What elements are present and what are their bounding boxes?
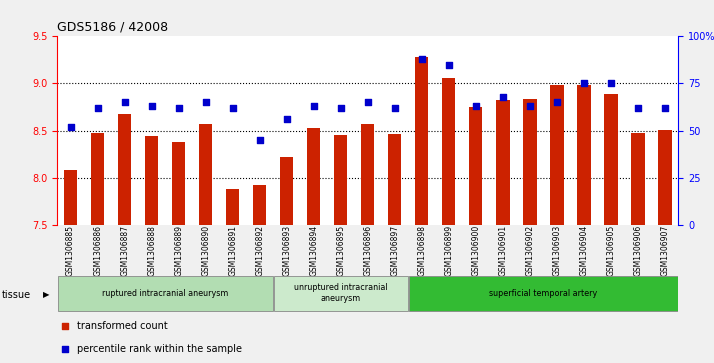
Text: GSM1306897: GSM1306897 xyxy=(391,225,399,276)
Bar xyxy=(469,107,483,225)
Point xyxy=(119,99,131,105)
Bar xyxy=(550,85,563,225)
Text: GSM1306892: GSM1306892 xyxy=(255,225,264,276)
Bar xyxy=(91,132,104,225)
Point xyxy=(524,103,536,109)
Text: GSM1306906: GSM1306906 xyxy=(633,225,643,276)
Bar xyxy=(172,142,186,225)
Bar xyxy=(442,78,456,225)
Text: GSM1306902: GSM1306902 xyxy=(526,225,534,276)
Point xyxy=(146,103,157,109)
Text: GSM1306891: GSM1306891 xyxy=(228,225,237,276)
Bar xyxy=(415,57,428,225)
Text: GSM1306901: GSM1306901 xyxy=(498,225,507,276)
Bar xyxy=(523,99,536,225)
Bar xyxy=(334,135,348,225)
Bar xyxy=(658,130,672,225)
Text: GSM1306890: GSM1306890 xyxy=(201,225,210,276)
Bar xyxy=(199,124,212,225)
Text: tissue: tissue xyxy=(1,290,31,300)
Bar xyxy=(361,124,374,225)
Text: GSM1306907: GSM1306907 xyxy=(660,225,669,276)
Point xyxy=(335,105,346,111)
Point xyxy=(362,99,373,105)
Bar xyxy=(145,136,159,225)
Point xyxy=(254,137,266,143)
Text: transformed count: transformed count xyxy=(77,321,168,331)
Point xyxy=(430,205,441,211)
Point xyxy=(497,94,508,99)
Bar xyxy=(64,170,77,225)
FancyBboxPatch shape xyxy=(58,276,273,311)
FancyBboxPatch shape xyxy=(408,276,678,311)
Bar xyxy=(631,132,645,225)
Point xyxy=(470,103,481,109)
Text: GDS5186 / 42008: GDS5186 / 42008 xyxy=(57,21,169,34)
Text: GSM1306895: GSM1306895 xyxy=(336,225,345,276)
Bar xyxy=(253,185,266,225)
Bar xyxy=(577,85,590,225)
Point xyxy=(389,105,401,111)
Bar xyxy=(226,189,239,225)
Text: GSM1306888: GSM1306888 xyxy=(147,225,156,276)
Point xyxy=(443,62,454,68)
Text: ruptured intracranial aneurysm: ruptured intracranial aneurysm xyxy=(102,289,228,298)
Point xyxy=(200,99,211,105)
Text: GSM1306893: GSM1306893 xyxy=(282,225,291,276)
Bar xyxy=(604,94,618,225)
Point xyxy=(605,81,616,86)
Point xyxy=(551,99,563,105)
Text: GSM1306898: GSM1306898 xyxy=(417,225,426,276)
Text: GSM1306905: GSM1306905 xyxy=(606,225,615,276)
Text: GSM1306887: GSM1306887 xyxy=(120,225,129,276)
Point xyxy=(632,105,643,111)
Point xyxy=(281,117,293,122)
Text: GSM1306894: GSM1306894 xyxy=(309,225,318,276)
Point xyxy=(227,105,238,111)
Point xyxy=(430,2,441,8)
Point xyxy=(173,105,184,111)
Point xyxy=(659,105,670,111)
Text: ▶: ▶ xyxy=(43,290,49,299)
Text: GSM1306899: GSM1306899 xyxy=(444,225,453,276)
Text: GSM1306886: GSM1306886 xyxy=(93,225,102,276)
Bar xyxy=(388,134,401,225)
Point xyxy=(65,124,76,130)
Text: GSM1306889: GSM1306889 xyxy=(174,225,183,276)
Text: GSM1306900: GSM1306900 xyxy=(471,225,481,276)
Point xyxy=(578,81,590,86)
Bar xyxy=(307,128,321,225)
Point xyxy=(308,103,319,109)
Text: superficial temporal artery: superficial temporal artery xyxy=(489,289,598,298)
Point xyxy=(416,56,428,62)
Text: GSM1306885: GSM1306885 xyxy=(66,225,75,276)
Bar xyxy=(496,99,510,225)
Text: GSM1306896: GSM1306896 xyxy=(363,225,372,276)
Text: GSM1306903: GSM1306903 xyxy=(552,225,561,276)
Text: percentile rank within the sample: percentile rank within the sample xyxy=(77,344,242,354)
Bar xyxy=(280,157,293,225)
Text: unruptured intracranial
aneurysm: unruptured intracranial aneurysm xyxy=(294,284,388,303)
Text: GSM1306904: GSM1306904 xyxy=(579,225,588,276)
Bar xyxy=(118,114,131,225)
Point xyxy=(92,105,104,111)
FancyBboxPatch shape xyxy=(273,276,408,311)
